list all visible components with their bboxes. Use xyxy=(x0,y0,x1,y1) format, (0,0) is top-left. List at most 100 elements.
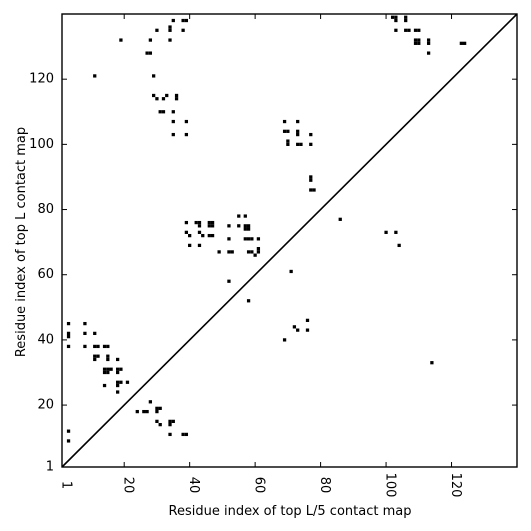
contact-cell xyxy=(93,74,97,78)
contact-cell xyxy=(413,38,418,42)
contact-cell xyxy=(106,367,110,371)
contact-cell xyxy=(66,335,71,339)
contact-cell xyxy=(171,132,175,137)
contact-cell xyxy=(168,432,172,437)
contact-cell xyxy=(207,224,211,228)
contact-cell xyxy=(184,220,189,225)
plot-frame xyxy=(61,13,518,468)
contact-cell xyxy=(83,344,87,349)
contact-cell xyxy=(207,233,211,238)
contact-cell xyxy=(168,423,172,427)
contact-cell xyxy=(397,243,401,248)
contact-cell xyxy=(66,344,71,349)
contact-cell xyxy=(296,129,300,133)
contact-cell xyxy=(116,380,120,384)
contact-cell xyxy=(426,41,431,45)
contact-cell xyxy=(227,224,231,228)
contact-cell xyxy=(309,188,313,192)
x-tick-label: 60 xyxy=(252,477,267,494)
contact-cell xyxy=(184,432,189,437)
contact-cell xyxy=(96,354,100,358)
contact-cell xyxy=(210,233,215,238)
contact-cell xyxy=(142,409,146,414)
plot-area xyxy=(66,15,467,443)
contact-cell xyxy=(210,224,215,228)
contact-cell xyxy=(102,344,107,349)
contact-cell xyxy=(171,18,175,23)
contact-cell xyxy=(197,243,202,248)
contact-cell xyxy=(168,38,172,42)
contact-cell xyxy=(106,344,110,349)
contact-cell xyxy=(168,419,172,423)
contact-cell xyxy=(243,227,247,231)
contact-cell xyxy=(309,132,313,137)
contact-cell xyxy=(148,400,153,404)
contact-cell xyxy=(246,299,251,303)
contact-cell xyxy=(243,224,247,228)
contact-cell xyxy=(106,354,110,358)
contact-cell xyxy=(152,74,156,78)
contact-cell xyxy=(417,41,421,45)
contact-cell xyxy=(148,38,153,42)
contact-cell xyxy=(413,41,418,45)
contact-cell xyxy=(256,237,261,241)
contact-cell xyxy=(119,38,123,42)
contact-cell xyxy=(155,419,159,423)
contact-cell xyxy=(394,230,398,234)
contact-cell xyxy=(394,15,398,19)
contact-cell xyxy=(197,230,202,234)
contact-cell xyxy=(116,390,120,394)
contact-cell xyxy=(102,383,107,388)
contact-cell xyxy=(296,328,300,332)
contact-cell xyxy=(161,110,166,114)
contact-cell xyxy=(256,250,261,254)
contact-cell xyxy=(309,175,313,179)
contact-cell xyxy=(394,28,398,32)
contact-cell xyxy=(289,269,293,274)
contact-cell xyxy=(66,331,71,336)
contact-cell xyxy=(93,344,97,349)
y-tick-label: 1 xyxy=(46,460,54,475)
contact-cell xyxy=(171,110,175,114)
contact-cell xyxy=(83,321,87,326)
contact-cell xyxy=(184,132,189,137)
contact-cell xyxy=(286,142,290,146)
contact-cell xyxy=(256,247,261,251)
contact-cell xyxy=(145,51,149,55)
contact-cell xyxy=(93,357,97,362)
contact-cell xyxy=(106,357,110,362)
contact-cell xyxy=(309,142,313,146)
contact-cell xyxy=(165,93,169,98)
contact-cell xyxy=(426,51,431,55)
contact-cell xyxy=(66,429,71,433)
contact-cell xyxy=(246,250,251,254)
y-tick-label: 60 xyxy=(37,267,54,282)
contact-cell xyxy=(93,354,97,358)
contact-cell xyxy=(417,38,421,42)
y-axis-label: Residue index of top L contact map xyxy=(14,127,29,357)
contact-cell xyxy=(217,250,221,254)
diagonal-line xyxy=(61,13,518,468)
contact-cell xyxy=(210,220,215,225)
contact-cell xyxy=(188,233,192,238)
contact-cell xyxy=(207,220,211,225)
contact-cell xyxy=(227,237,231,241)
contact-cell xyxy=(201,233,205,238)
contact-cell xyxy=(230,250,234,254)
contact-cell xyxy=(116,383,120,388)
contact-cell xyxy=(246,227,251,231)
contact-cell xyxy=(194,220,198,225)
contact-cell xyxy=(305,328,310,332)
contact-cell xyxy=(161,97,166,101)
contact-cell xyxy=(282,119,287,124)
contact-cell xyxy=(253,253,257,257)
y-tick-label: 100 xyxy=(29,137,54,152)
y-tick-label: 40 xyxy=(37,332,54,347)
contact-cell xyxy=(426,38,431,42)
contact-cell xyxy=(152,93,156,98)
contact-cell xyxy=(296,132,300,137)
contact-cell xyxy=(430,361,434,365)
x-tick-label: 120 xyxy=(448,473,463,498)
contact-cell xyxy=(93,331,97,336)
